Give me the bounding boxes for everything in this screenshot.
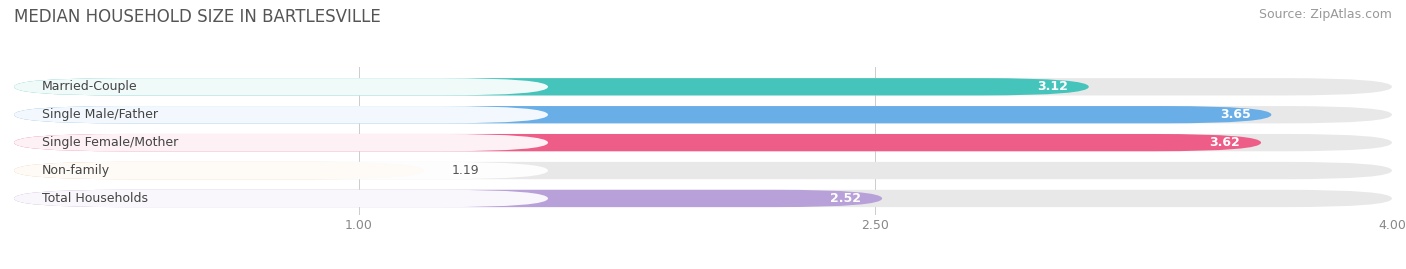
FancyBboxPatch shape	[14, 162, 425, 179]
FancyBboxPatch shape	[14, 134, 548, 151]
Text: 3.65: 3.65	[1220, 108, 1251, 121]
Text: MEDIAN HOUSEHOLD SIZE IN BARTLESVILLE: MEDIAN HOUSEHOLD SIZE IN BARTLESVILLE	[14, 8, 381, 26]
FancyBboxPatch shape	[14, 106, 1392, 123]
Text: 3.12: 3.12	[1038, 80, 1069, 93]
FancyBboxPatch shape	[14, 190, 1392, 207]
Text: 2.52: 2.52	[831, 192, 862, 205]
FancyBboxPatch shape	[14, 78, 1088, 95]
Text: Single Male/Father: Single Male/Father	[42, 108, 157, 121]
FancyBboxPatch shape	[14, 106, 548, 123]
Text: Single Female/Mother: Single Female/Mother	[42, 136, 179, 149]
Text: Total Households: Total Households	[42, 192, 148, 205]
Text: Source: ZipAtlas.com: Source: ZipAtlas.com	[1258, 8, 1392, 21]
Text: Non-family: Non-family	[42, 164, 110, 177]
FancyBboxPatch shape	[14, 106, 1271, 123]
FancyBboxPatch shape	[14, 190, 882, 207]
FancyBboxPatch shape	[14, 190, 548, 207]
FancyBboxPatch shape	[14, 162, 1392, 179]
Text: Married-Couple: Married-Couple	[42, 80, 138, 93]
FancyBboxPatch shape	[14, 78, 548, 95]
FancyBboxPatch shape	[14, 134, 1392, 151]
Text: 3.62: 3.62	[1209, 136, 1240, 149]
FancyBboxPatch shape	[14, 134, 1261, 151]
FancyBboxPatch shape	[14, 78, 1392, 95]
Text: 1.19: 1.19	[451, 164, 479, 177]
FancyBboxPatch shape	[14, 162, 548, 179]
